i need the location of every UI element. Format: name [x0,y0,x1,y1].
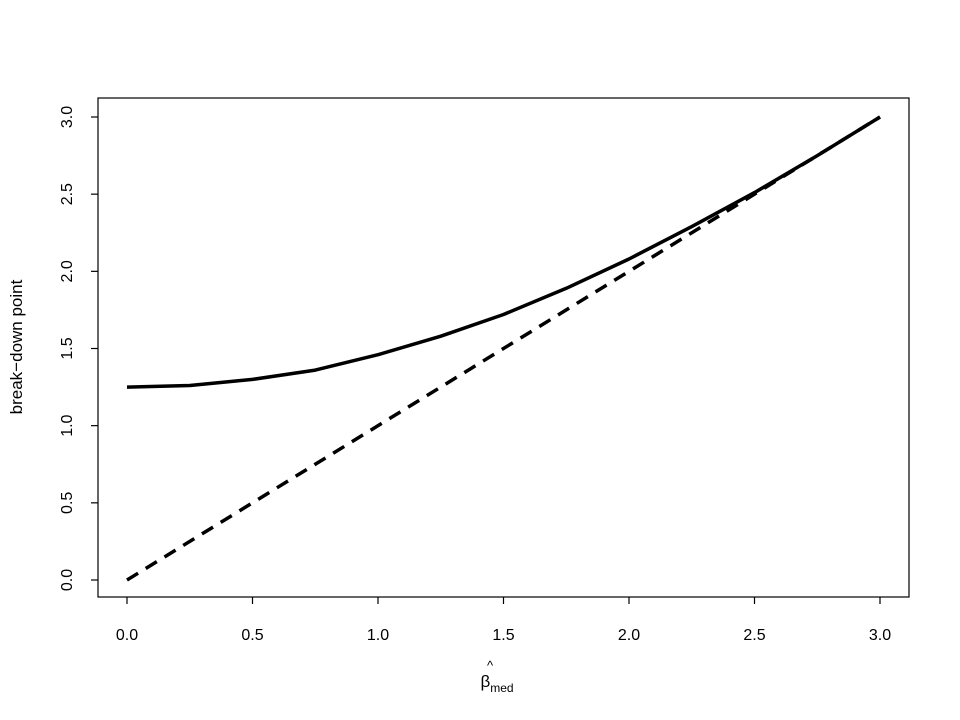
y-tick-label: 2.5 [59,183,76,205]
y-tick-label: 1.5 [59,337,76,359]
y-tick-label: 2.0 [59,260,76,282]
y-tick-label: 0.5 [59,492,76,514]
y-axis-label: break−down point [7,279,26,414]
x-axis: 0.0 0.5 1.0 1.5 2.0 2.5 3.0 [116,597,891,644]
x-tick-label: 0.5 [241,627,263,644]
x-tick-label: 2.0 [618,627,640,644]
x-tick-label: 3.0 [869,627,891,644]
y-axis: 0.0 0.5 1.0 1.5 2.0 2.5 3.0 [59,106,98,591]
x-tick-label: 2.5 [743,627,765,644]
series-line-dashed [126,115,881,582]
x-tick-label: 0.0 [116,627,138,644]
x-axis-label: βmed [480,672,513,695]
x-axis-label-accent: ^ [487,658,494,673]
x-tick-label: 1.0 [367,627,389,644]
y-tick-label: 3.0 [59,106,76,128]
y-tick-label: 1.0 [59,414,76,436]
y-tick-label: 0.0 [59,569,76,591]
series-layer [126,115,881,582]
x-tick-label: 1.5 [492,627,514,644]
x-axis-label-subscript: med [490,681,513,695]
x-axis-label-symbol: β [480,672,490,691]
